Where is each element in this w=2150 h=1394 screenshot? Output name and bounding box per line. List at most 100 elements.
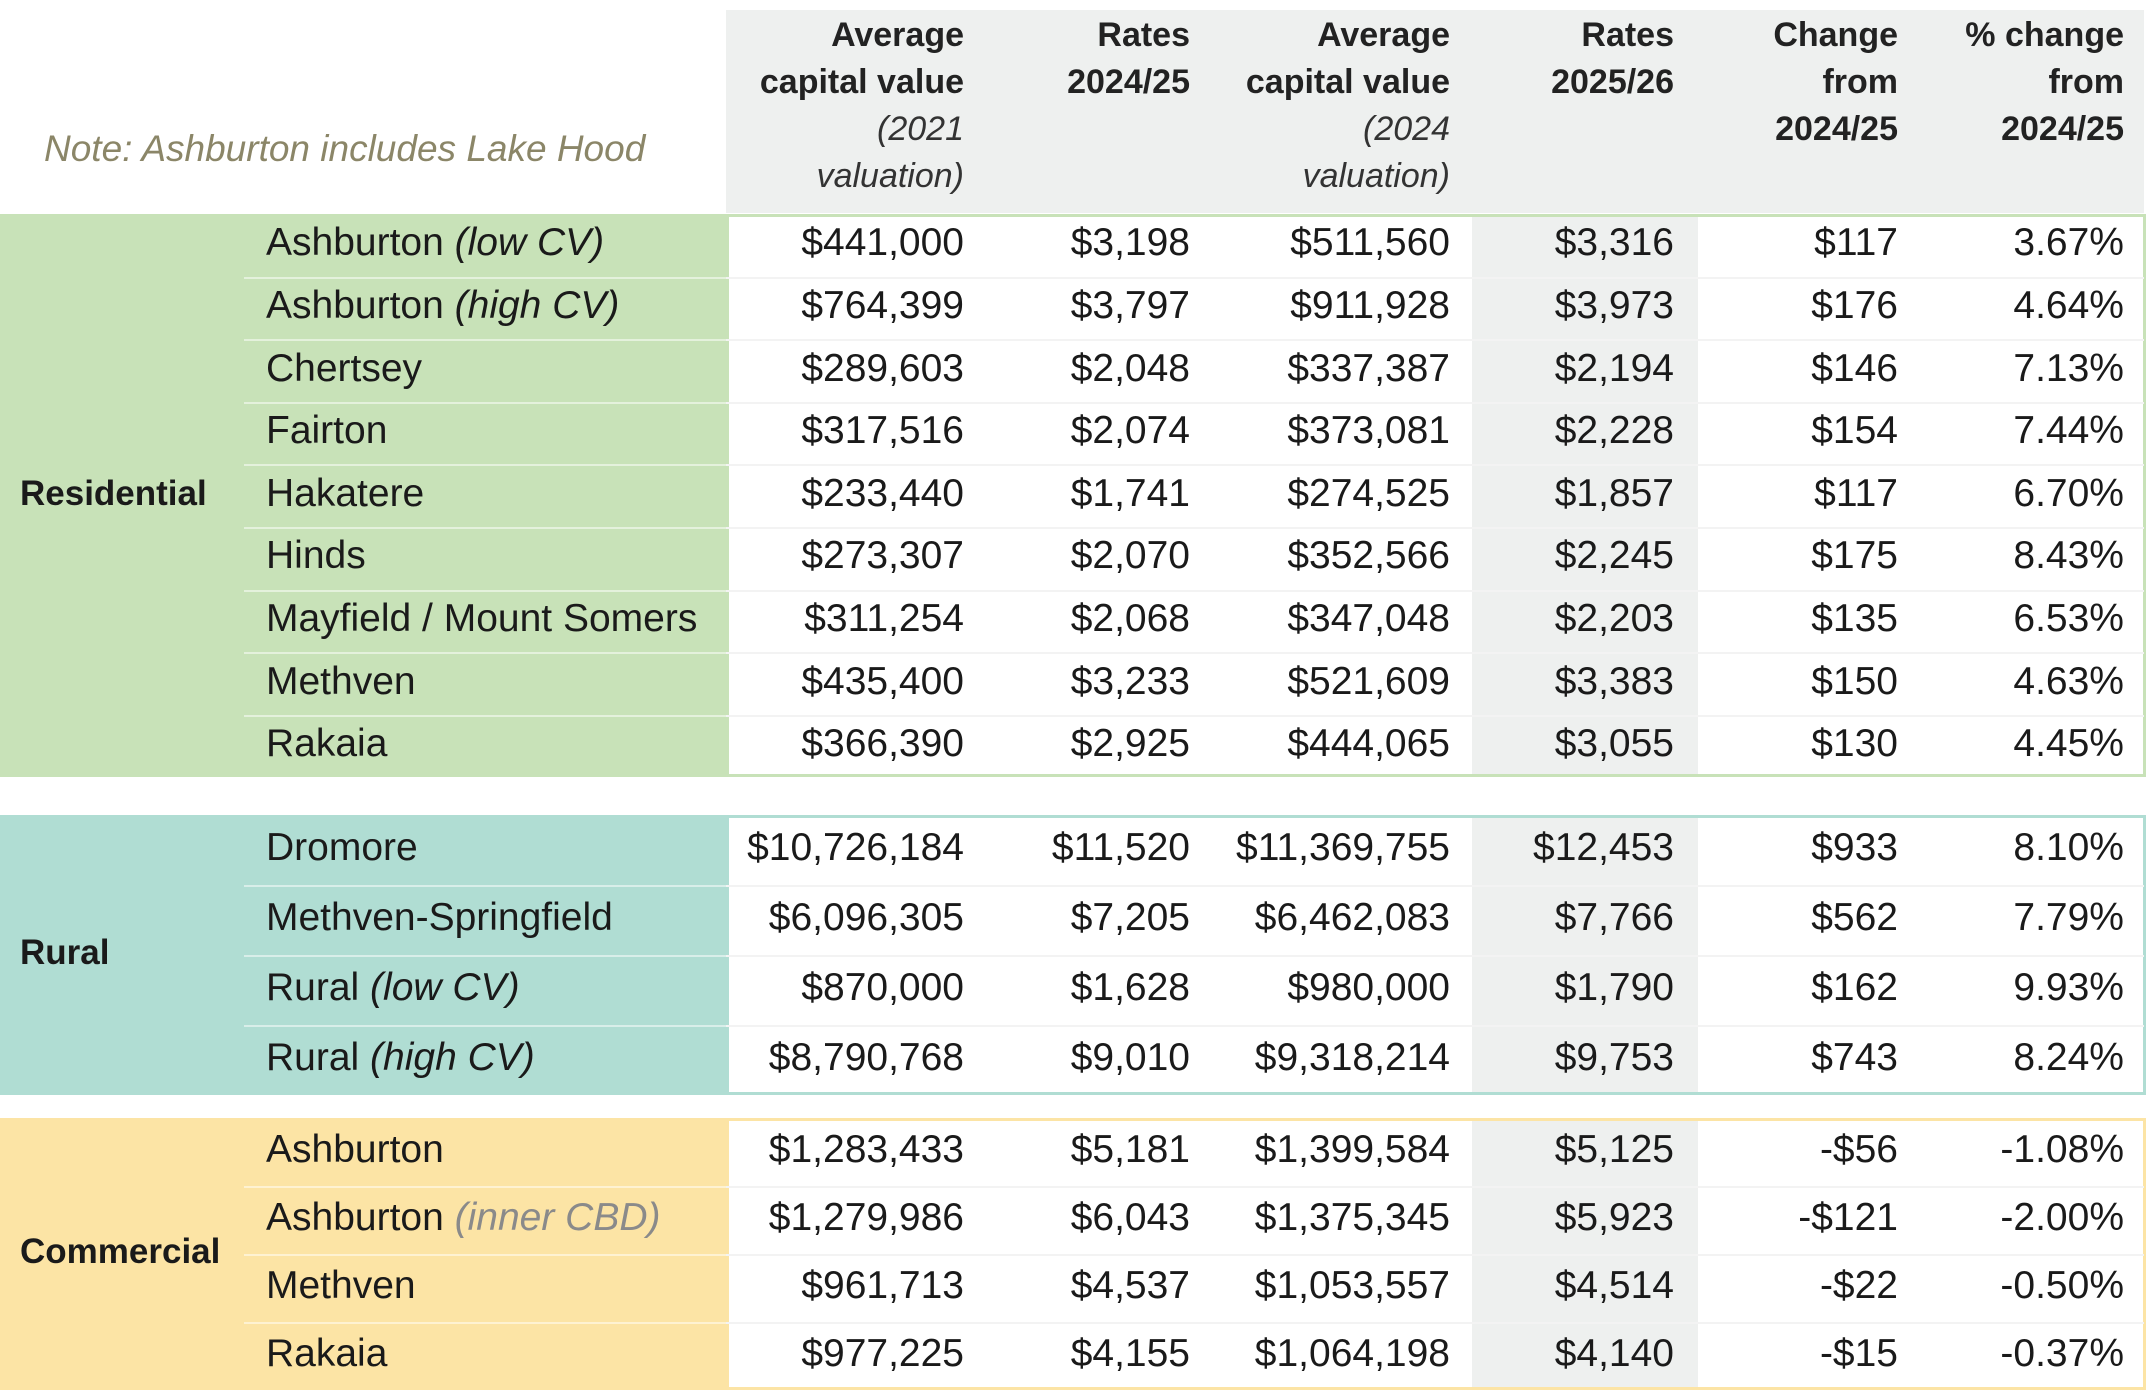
cell-rates2425: $9,010 — [1070, 1036, 1190, 1079]
row-label: Rakaia — [266, 1332, 387, 1376]
category-residential-data-frame — [726, 214, 2146, 777]
row-label-name: Rakaia — [266, 1332, 388, 1375]
cell-rates2526: $5,923 — [1554, 1196, 1674, 1239]
header-line: valuation) — [816, 157, 964, 195]
header-line: capital value — [1245, 63, 1450, 101]
header-line: from — [2048, 63, 2124, 101]
row-divider — [244, 339, 726, 341]
cell-change: $743 — [1811, 1036, 1898, 1079]
cell-rates2526: $3,383 — [1554, 659, 1674, 703]
cell-pct: -0.37% — [2000, 1332, 2124, 1375]
table-note: Note: Ashburton includes Lake Hood — [44, 128, 646, 169]
cell-cv2024: $337,387 — [1287, 346, 1450, 390]
row-label: Rural (low CV) — [266, 966, 520, 1010]
category-commercial: Commercial — [20, 1232, 221, 1271]
row-divider — [244, 1025, 726, 1027]
row-divider — [244, 527, 726, 529]
cell-change: $150 — [1811, 659, 1898, 703]
row-divider — [726, 885, 2144, 887]
cell-cv2021: $441,000 — [801, 221, 964, 265]
row-label: Fairton — [266, 409, 387, 453]
header-line: Rates — [1097, 16, 1190, 54]
cell-change: $176 — [1811, 283, 1898, 327]
cell-change: -$56 — [1819, 1128, 1898, 1171]
cell-cv2021: $317,516 — [801, 409, 964, 453]
row-label-name: Chertsey — [266, 346, 423, 390]
cell-pct: 4.63% — [2013, 659, 2124, 703]
cell-change: $175 — [1811, 534, 1898, 578]
cell-change: $933 — [1811, 826, 1898, 869]
row-divider — [244, 652, 726, 654]
cell-rates2425: $1,741 — [1070, 471, 1190, 515]
cell-rates2526: $1,790 — [1554, 966, 1674, 1009]
header-line: 2025/26 — [1551, 63, 1674, 101]
row-label-qualifier: (high CV) — [454, 283, 620, 327]
cell-pct: 3.67% — [2013, 221, 2124, 265]
row-label: Dromore — [266, 826, 418, 870]
header-line: (2021 — [877, 110, 964, 148]
cell-rates2425: $7,205 — [1070, 896, 1190, 939]
cell-cv2021: $435,400 — [801, 659, 964, 703]
cell-change: $117 — [1814, 221, 1898, 265]
cell-rates2526: $4,140 — [1554, 1332, 1674, 1375]
cell-rates2425: $11,520 — [1051, 826, 1190, 869]
row-label-name: Rural — [266, 966, 360, 1009]
cell-cv2024: $347,048 — [1287, 596, 1450, 640]
row-label: Hakatere — [266, 472, 424, 516]
header-line: 2024/25 — [1775, 110, 1898, 148]
cell-rates2425: $2,068 — [1070, 596, 1190, 640]
cell-pct: -0.50% — [2000, 1264, 2124, 1307]
row-label-name: Methven — [266, 659, 416, 703]
cell-change: -$22 — [1819, 1264, 1898, 1307]
row-label: Rakaia — [266, 722, 387, 766]
row-label: Ashburton (high CV) — [266, 284, 619, 328]
cell-rates2425: $3,198 — [1070, 221, 1190, 265]
row-label: Mayfield / Mount Somers — [266, 597, 697, 641]
cell-rates2425: $2,048 — [1070, 346, 1190, 390]
row-label: Methven — [266, 1264, 416, 1308]
header-line: capital value — [759, 63, 964, 101]
cell-rates2526: $9,753 — [1554, 1036, 1674, 1079]
cell-pct: 8.24% — [2013, 1036, 2124, 1079]
row-label-name: Methven-Springfield — [266, 896, 613, 939]
header-line: Average — [831, 16, 964, 54]
row-label-name: Methven — [266, 1264, 416, 1307]
cell-pct: -1.08% — [2000, 1128, 2124, 1171]
cell-rates2425: $2,925 — [1070, 722, 1190, 766]
cell-rates2425: $3,233 — [1070, 659, 1190, 703]
cell-cv2021: $1,279,986 — [768, 1196, 964, 1239]
row-divider — [244, 715, 726, 717]
cell-rates2526: $1,857 — [1554, 471, 1674, 515]
cell-cv2024: $980,000 — [1287, 966, 1450, 1009]
cell-change: $562 — [1811, 896, 1898, 939]
row-divider — [726, 955, 2144, 957]
cell-cv2024: $521,609 — [1287, 659, 1450, 703]
rates-2025-26-column-band — [1472, 214, 1698, 777]
cell-pct: 7.44% — [2013, 409, 2124, 453]
row-label: Methven — [266, 660, 416, 704]
cell-cv2021: $8,790,768 — [768, 1036, 964, 1079]
cell-change: -$121 — [1798, 1196, 1898, 1239]
cell-pct: 8.10% — [2013, 826, 2124, 869]
col-header-rates-2024-25: Rates 2024/25 — [964, 12, 1190, 106]
row-divider — [244, 590, 726, 592]
category-residential-band — [0, 214, 726, 777]
cell-rates2425: $4,155 — [1070, 1332, 1190, 1375]
row-label-name: Hinds — [266, 534, 366, 578]
row-divider — [244, 955, 726, 957]
cell-pct: 9.93% — [2013, 966, 2124, 1009]
row-divider — [726, 402, 2144, 404]
cell-change: $146 — [1811, 346, 1898, 390]
cell-pct: 6.70% — [2013, 471, 2124, 515]
header-line: Average — [1317, 16, 1450, 54]
row-label-name: Fairton — [266, 409, 388, 453]
row-divider — [726, 464, 2144, 466]
cell-pct: -2.00% — [2000, 1196, 2124, 1239]
cell-cv2024: $444,065 — [1287, 722, 1450, 766]
cell-cv2021: $366,390 — [801, 722, 964, 766]
cell-cv2024: $6,462,083 — [1254, 896, 1450, 939]
row-label-name: Dromore — [266, 826, 418, 869]
row-label-name: Hakatere — [266, 471, 425, 515]
row-label: Chertsey — [266, 347, 422, 391]
